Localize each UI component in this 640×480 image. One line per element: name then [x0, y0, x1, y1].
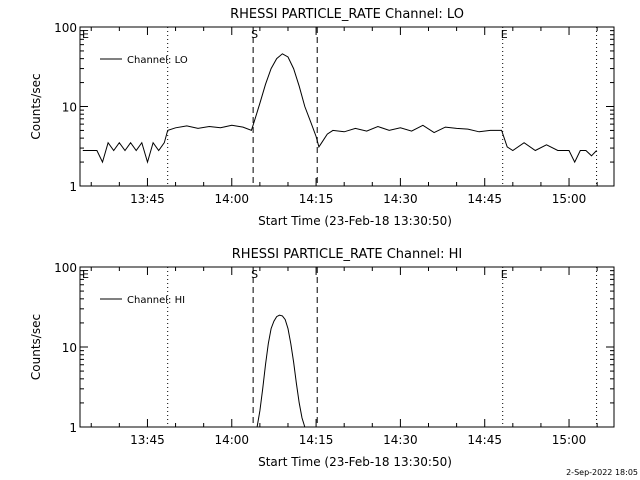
legend-label: Channel: LO [127, 55, 188, 66]
x-tick-label: 14:00 [214, 192, 249, 206]
x-tick-label: 14:45 [467, 192, 502, 206]
x-tick-label: 14:15 [299, 192, 334, 206]
y-axis-label: Counts/sec [29, 314, 43, 380]
marker-label: S [251, 268, 258, 281]
x-tick-label: 14:30 [383, 192, 418, 206]
x-axis-label: Start Time (23-Feb-18 13:30:50) [258, 214, 452, 228]
x-tick-label: 14:15 [299, 433, 334, 447]
chart-title: RHESSI PARTICLE_RATE Channel: HI [232, 247, 462, 262]
y-tick-label: 1 [69, 421, 77, 435]
x-tick-label: 14:30 [383, 433, 418, 447]
x-tick-label: 15:00 [552, 433, 587, 447]
series-line [82, 53, 597, 164]
plot-frame [79, 266, 615, 428]
marker-label: E [82, 28, 89, 41]
x-tick-label: 14:45 [467, 433, 502, 447]
footer-timestamp: 2-Sep-2022 18:05 [566, 468, 638, 477]
y-tick-label: 10 [62, 101, 77, 115]
marker-label: E [82, 268, 89, 281]
x-tick-label: 14:00 [214, 433, 249, 447]
x-tick-label: 13:45 [130, 192, 165, 206]
chart-title: RHESSI PARTICLE_RATE Channel: LO [230, 7, 464, 22]
plot-frame [79, 26, 615, 187]
y-tick-label: 100 [54, 21, 77, 35]
y-tick-label: 1 [69, 180, 77, 194]
plot-hi: RHESSI PARTICLE_RATE Channel: HI Start Ti… [29, 247, 615, 469]
x-axis-label: Start Time (23-Feb-18 13:30:50) [258, 455, 452, 469]
legend-label: Channel: HI [127, 295, 185, 306]
x-tick-label: 13:45 [130, 433, 165, 447]
marker-label: E [501, 268, 508, 281]
y-axis-label: Counts/sec [29, 73, 43, 139]
marker-label: S [251, 28, 258, 41]
series-line [256, 314, 306, 428]
y-tick-label: 10 [62, 341, 77, 355]
y-tick-label: 100 [54, 261, 77, 275]
marker-label: E [501, 28, 508, 41]
plot-lo: RHESSI PARTICLE_RATE Channel: LO Start Ti… [29, 7, 615, 228]
x-tick-label: 15:00 [552, 192, 587, 206]
